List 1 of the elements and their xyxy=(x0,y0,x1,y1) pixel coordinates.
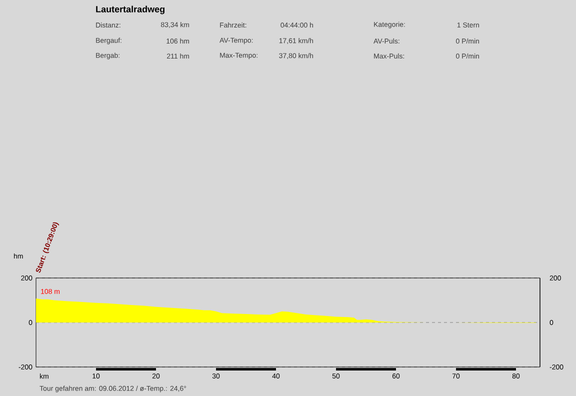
chart-title: Lautertalradweg xyxy=(96,6,164,14)
